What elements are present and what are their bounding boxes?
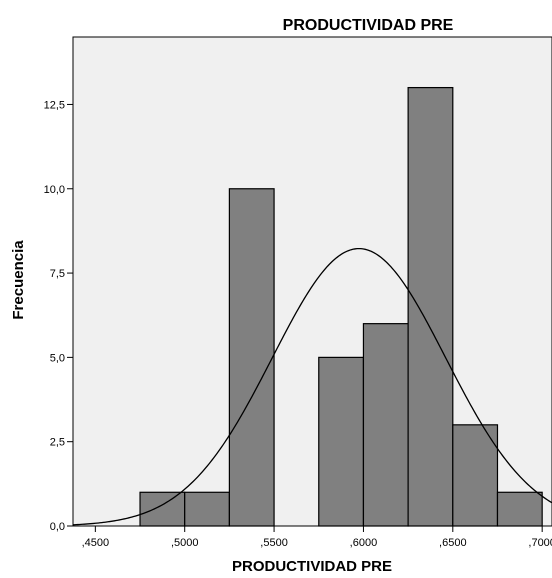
y-tick-label: 12,5 — [44, 99, 65, 111]
histogram-bar — [228, 188, 275, 527]
y-tick-label: 7,5 — [50, 268, 65, 280]
histogram-bar — [362, 323, 409, 527]
y-tick-label: 0,0 — [50, 521, 65, 533]
histogram-bar — [452, 424, 499, 527]
x-axis-label: PRODUCTIVIDAD PRE — [232, 558, 392, 575]
histogram-bar — [184, 491, 230, 527]
histogram-bar — [139, 491, 186, 527]
x-axis: ,4500 ,5000 ,5500 ,6000 ,6500 ,7000 — [82, 526, 552, 549]
y-axis-label: Frecuencia — [10, 240, 27, 320]
normal-curve — [72, 247, 552, 526]
x-tick-label: ,5000 — [171, 537, 199, 549]
bars-group — [139, 86, 543, 527]
y-tick-label: 2,5 — [50, 437, 65, 449]
y-axis: 0,0 2,5 5,0 7,5 10,0 12,5 — [44, 99, 73, 533]
chart-title: PRODUCTIVIDAD PRE — [283, 17, 454, 34]
histogram-bar — [496, 491, 543, 527]
x-tick-label: ,5500 — [260, 537, 288, 549]
x-tick-label: ,6000 — [350, 537, 378, 549]
y-tick-label: 5,0 — [50, 352, 65, 364]
histogram-bar — [318, 356, 365, 527]
histogram-bar — [407, 86, 454, 527]
x-tick-label: ,6500 — [439, 537, 467, 549]
y-tick-label: 10,0 — [44, 184, 65, 196]
x-tick-label: ,7000 — [528, 537, 552, 549]
x-tick-label: ,4500 — [82, 537, 110, 549]
